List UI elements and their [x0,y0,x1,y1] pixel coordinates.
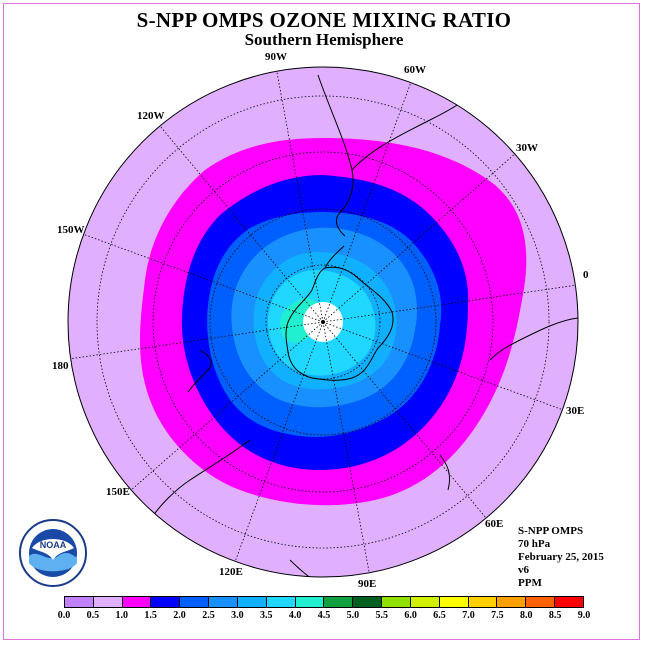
legend-tick-label: 8.5 [548,610,562,621]
lon-label-30w: 30W [516,142,538,154]
legend-tick-label: 5.0 [346,610,360,621]
map-title: S-NPP OMPS OZONE MIXING RATIO [136,8,512,32]
legend-swatch [526,597,556,607]
legend-tick-label: 5.5 [375,610,389,621]
legend-tick-label: 4.5 [317,610,331,621]
info-date: February 25, 2015 [518,551,604,563]
legend-swatch [295,597,325,607]
noaa-logo-text: NOAA [40,540,67,550]
map-boundary [67,66,579,578]
info-level: 70 hPa [518,538,551,550]
legend-swatch [324,597,354,607]
legend-swatch [151,597,181,607]
info-block: S-NPP OMPS 70 hPa February 25, 2015 v6 P… [518,525,604,590]
legend-swatch [555,597,583,607]
legend-tick-label: 0.5 [86,610,100,621]
info-version: v6 [518,564,529,576]
lon-label-0: 0 [583,269,589,281]
antarctica-coast [285,266,394,381]
color-legend [64,596,584,608]
legend-tick-label: 4.0 [288,610,302,621]
legend-tick-label: 3.0 [231,610,244,621]
legend-ticks: 0.0 0.5 1.0 1.5 2.0 2.5 3.0 3.5 4.0 4.5 5.0 5.5 6.0 6… [0,610,648,624]
legend-tick-label: 7.0 [462,610,475,621]
lon-label-120w: 120W [137,110,165,122]
legend-swatch [122,597,152,607]
legend-swatch [237,597,267,607]
legend-tick-label: 1.0 [115,610,129,621]
legend-swatch [382,597,411,607]
legend-tick-label: 2.0 [173,610,186,621]
legend-tick-label: 0.0 [57,610,71,621]
noaa-logo-icon: NOAA [18,518,88,588]
lon-label-60w: 60W [404,64,426,76]
lon-label-90w: 90W [265,51,287,63]
legend-tick-label: 8.0 [519,610,533,621]
antarctic-peninsula [324,245,345,269]
legend-tick-label: 6.5 [433,610,446,621]
info-units: PPM [518,577,542,589]
legend-swatch [439,597,469,607]
lon-label-150e: 150E [106,486,130,498]
legend-swatch [266,597,296,607]
legend-swatch [180,597,210,607]
legend-swatch [65,597,94,607]
legend-tick-label: 2.5 [202,610,215,621]
lon-label-180: 180 [52,360,69,372]
legend-swatch [353,597,383,607]
legend-tick-label: 1.5 [144,610,157,621]
legend-swatch [497,597,527,607]
lon-label-150w: 150W [57,224,85,236]
lon-label-60e: 60E [485,518,504,530]
legend-tick-label: 9.0 [577,610,591,621]
legend-tick-label: 6.0 [404,610,417,621]
madagascar-coast [439,454,451,491]
indonesia-coast [289,559,321,577]
info-instrument: S-NPP OMPS [518,525,584,537]
new-zealand-coast [187,349,212,393]
lon-label-120e: 120E [219,566,243,578]
lon-label-30e: 30E [566,405,585,417]
legend-swatch [410,597,440,607]
map-subtitle: Southern Hemisphere [244,30,404,49]
lon-label-90e: 90E [358,578,377,590]
map-frame [3,3,640,640]
legend-tick-label: 3.5 [259,610,273,621]
africa-coast [489,317,578,361]
legend-tick-label: 7.5 [491,610,504,621]
legend-swatch [209,597,238,607]
legend-swatch [93,597,123,607]
legend-swatch [468,597,498,607]
